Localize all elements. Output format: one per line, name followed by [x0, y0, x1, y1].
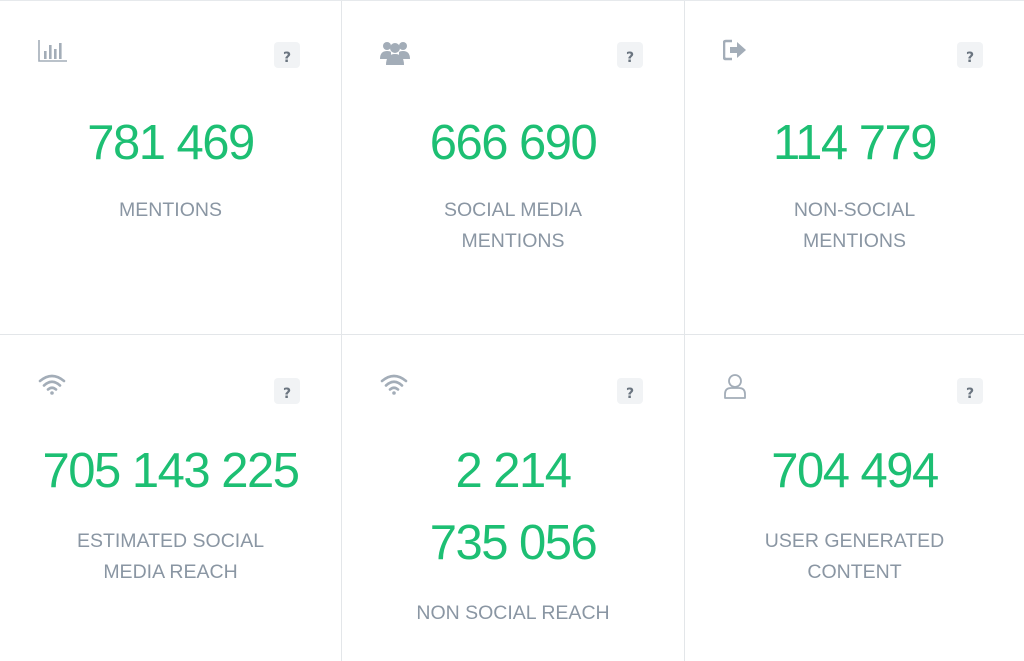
- stat-label: USER GENERATED CONTENT: [764, 530, 945, 583]
- help-button[interactable]: ?: [274, 378, 300, 404]
- stat-value: 2 214 735 056: [429, 444, 598, 570]
- stat-card-user-generated-content: ? 704 494 USER GENERATED CONTENT: [685, 335, 1024, 661]
- stat-value: 704 494: [771, 444, 939, 498]
- stat-label: NON SOCIAL REACH: [416, 602, 610, 624]
- help-button[interactable]: ?: [617, 378, 643, 404]
- stat-label: ESTIMATED SOCIAL MEDIA REACH: [76, 530, 265, 583]
- stat-card-mentions: ? 781 469 MENTIONS: [0, 1, 342, 335]
- wifi-icon: [38, 373, 70, 401]
- help-button[interactable]: ?: [957, 42, 983, 68]
- stat-value: 781 469: [87, 116, 255, 170]
- stat-label: NON-SOCIAL MENTIONS: [793, 199, 916, 252]
- wifi-icon: [380, 373, 412, 401]
- sign-out-icon: [723, 39, 755, 67]
- stat-value: 705 143 225: [42, 444, 301, 498]
- stat-card-social-media-mentions: ? 666 690 SOCIAL MEDIA MENTIONS: [342, 1, 685, 335]
- bar-chart-icon: [38, 39, 70, 67]
- stat-value: 666 690: [429, 116, 598, 170]
- help-button[interactable]: ?: [274, 42, 300, 68]
- stat-label: MENTIONS: [119, 199, 222, 221]
- stat-value: 114 779: [773, 116, 938, 170]
- help-button[interactable]: ?: [957, 378, 983, 404]
- users-group-icon: [380, 39, 412, 67]
- stat-card-non-social-mentions: ? 114 779 NON-SOCIAL MENTIONS: [685, 1, 1024, 335]
- user-outline-icon: [723, 373, 755, 401]
- stat-card-non-social-reach: ? 2 214 735 056 NON SOCIAL REACH: [342, 335, 685, 661]
- stat-card-estimated-social-media-reach: ? 705 143 225 ESTIMATED SOCIAL MEDIA REA…: [0, 335, 342, 661]
- stat-label: SOCIAL MEDIA MENTIONS: [444, 199, 582, 252]
- help-button[interactable]: ?: [617, 42, 643, 68]
